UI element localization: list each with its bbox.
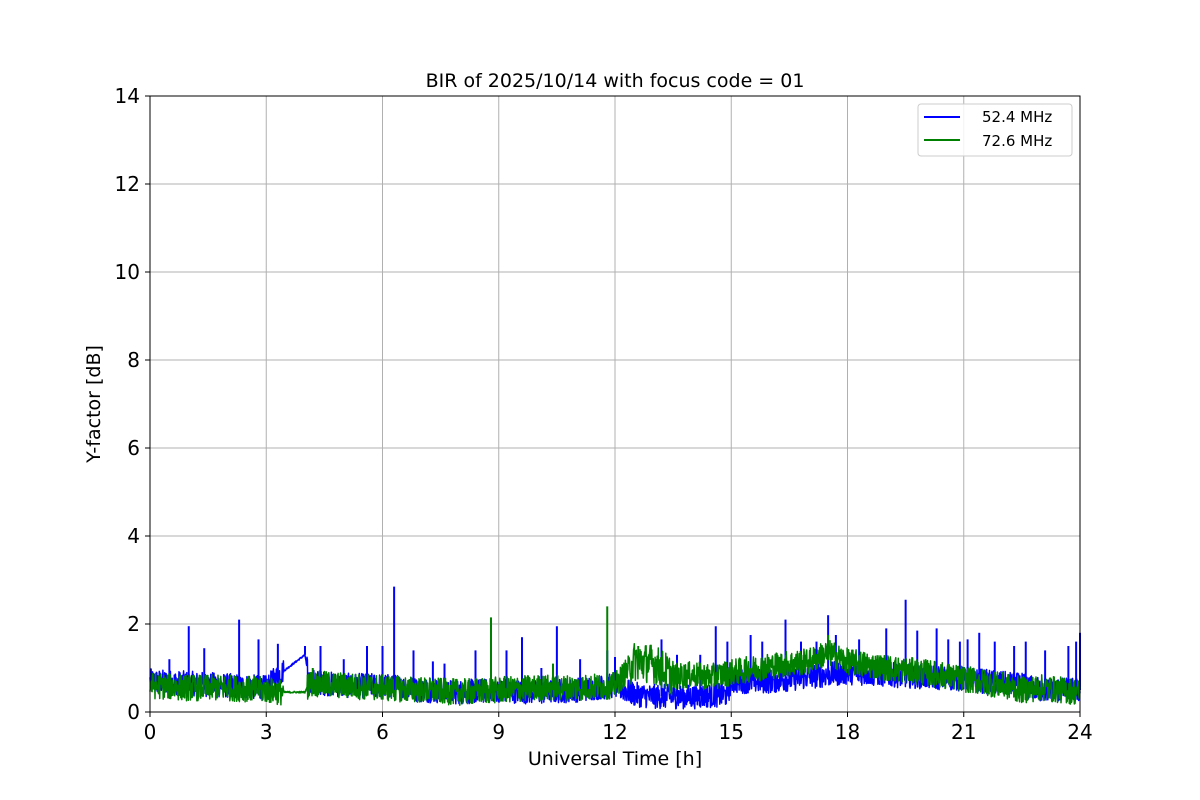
x-tick-label: 3 xyxy=(260,720,273,744)
series-line-726mhz xyxy=(149,639,1081,706)
y-tick-label: 14 xyxy=(115,84,140,108)
x-tick-label: 18 xyxy=(835,720,860,744)
x-axis-ticks: 0 3 6 9 12 15 18 21 24 xyxy=(144,712,1093,744)
y-tick-label: 6 xyxy=(127,436,140,460)
x-tick-label: 21 xyxy=(951,720,976,744)
y-tick-label: 2 xyxy=(127,612,140,636)
x-tick-label: 12 xyxy=(602,720,627,744)
x-tick-label: 9 xyxy=(492,720,505,744)
series-layer xyxy=(149,586,1081,710)
x-tick-label: 24 xyxy=(1067,720,1092,744)
x-tick-label: 6 xyxy=(376,720,389,744)
legend-label-52mhz: 52.4 MHz xyxy=(982,108,1052,126)
x-tick-label: 15 xyxy=(719,720,744,744)
x-axis-label: Universal Time [h] xyxy=(528,748,702,770)
y-axis-ticks: 0 2 4 6 8 10 12 14 xyxy=(115,84,150,724)
y-axis-label: Y-factor [dB] xyxy=(83,345,105,464)
y-tick-label: 4 xyxy=(127,524,140,548)
y-tick-label: 10 xyxy=(115,260,140,284)
y-tick-label: 8 xyxy=(127,348,140,372)
legend: 52.4 MHz 72.6 MHz xyxy=(917,103,1073,157)
legend-label-72mhz: 72.6 MHz xyxy=(982,132,1052,150)
chart-title: BIR of 2025/10/14 with focus code = 01 xyxy=(426,70,805,92)
y-tick-label: 12 xyxy=(115,172,140,196)
x-tick-label: 0 xyxy=(144,720,157,744)
y-tick-label: 0 xyxy=(127,700,140,724)
